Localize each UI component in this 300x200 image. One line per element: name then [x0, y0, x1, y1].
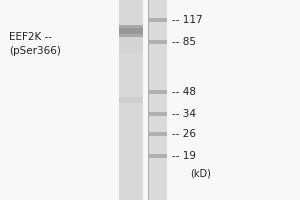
Text: -- 117: -- 117: [172, 15, 203, 25]
Bar: [148, 40, 166, 44]
Text: -- 26: -- 26: [172, 129, 197, 139]
Bar: [118, 37, 142, 53]
Bar: [148, 18, 166, 22]
Text: -- 19: -- 19: [172, 151, 197, 161]
Bar: [148, 90, 166, 94]
Bar: [148, 0, 166, 200]
Text: -- 85: -- 85: [172, 37, 197, 47]
Text: (kD): (kD): [190, 168, 212, 178]
Text: EEF2K --: EEF2K --: [9, 32, 52, 42]
Bar: [118, 28, 142, 34]
Bar: [148, 154, 166, 158]
Bar: [118, 0, 142, 200]
Bar: [148, 132, 166, 136]
Text: (pSer366): (pSer366): [9, 46, 61, 56]
Text: -- 34: -- 34: [172, 109, 197, 119]
Bar: [148, 112, 166, 116]
Bar: [118, 97, 142, 103]
Text: -- 48: -- 48: [172, 87, 197, 97]
Bar: [118, 25, 142, 37]
